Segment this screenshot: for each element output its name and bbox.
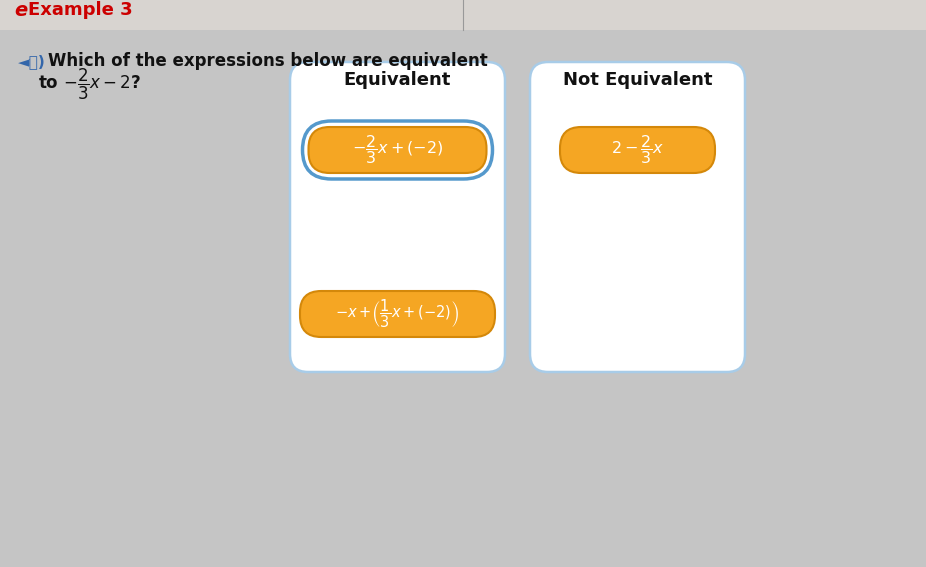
Text: e: e xyxy=(14,1,27,19)
FancyBboxPatch shape xyxy=(290,62,505,372)
Text: $-x+\!\left(\dfrac{1}{3}x+(-2)\right)$: $-x+\!\left(\dfrac{1}{3}x+(-2)\right)$ xyxy=(335,298,460,331)
FancyBboxPatch shape xyxy=(308,127,486,173)
Text: to $-\dfrac{2}{3}x - 2$?: to $-\dfrac{2}{3}x - 2$? xyxy=(38,66,141,101)
FancyBboxPatch shape xyxy=(0,0,926,30)
Text: Example 3: Example 3 xyxy=(28,1,132,19)
Text: Equivalent: Equivalent xyxy=(344,71,451,89)
Text: ◄⧗): ◄⧗) xyxy=(18,54,45,70)
Text: $2-\dfrac{2}{3}x$: $2-\dfrac{2}{3}x$ xyxy=(611,133,664,167)
FancyBboxPatch shape xyxy=(300,291,495,337)
Text: $-\dfrac{2}{3}x+(-2)$: $-\dfrac{2}{3}x+(-2)$ xyxy=(352,133,444,167)
Text: Which of the expressions below are equivalent: Which of the expressions below are equiv… xyxy=(48,52,488,70)
FancyBboxPatch shape xyxy=(530,62,745,372)
FancyBboxPatch shape xyxy=(560,127,715,173)
Text: Not Equivalent: Not Equivalent xyxy=(563,71,712,89)
